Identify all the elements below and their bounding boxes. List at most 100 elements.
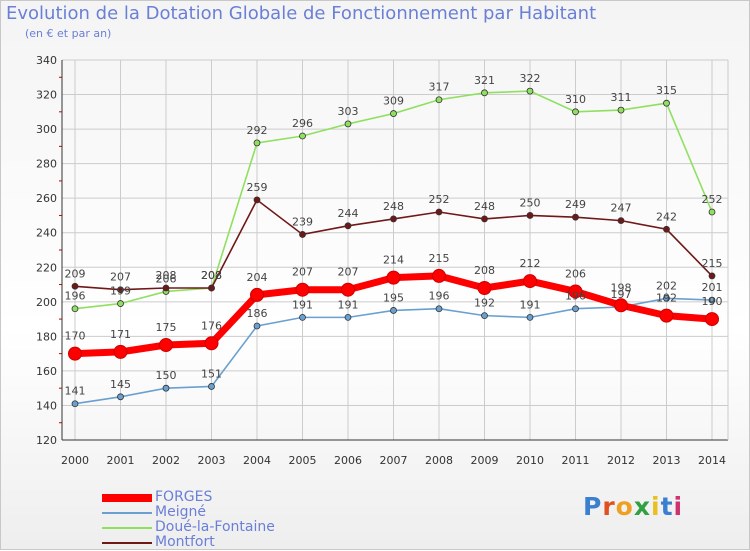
data-label: 206 xyxy=(156,272,177,285)
data-point xyxy=(526,313,534,321)
data-label: 252 xyxy=(429,193,450,206)
data-label: 239 xyxy=(292,215,313,228)
data-label: 209 xyxy=(65,267,86,280)
x-tick-label: 2006 xyxy=(334,454,362,467)
data-point xyxy=(117,300,124,307)
data-labels: 141 145 150 151 186 191 191 195 196 192 191 196 197 2… xyxy=(65,72,723,398)
data-label: 321 xyxy=(474,74,495,87)
data-point xyxy=(526,87,534,95)
data-label: 215 xyxy=(702,257,723,270)
x-tick-label: 2001 xyxy=(107,454,135,467)
y-tick-label: 180 xyxy=(36,330,57,343)
data-label: 310 xyxy=(565,93,586,106)
data-point-forges xyxy=(523,274,537,289)
data-point-forges xyxy=(386,270,401,285)
data-label: 175 xyxy=(156,321,177,334)
data-label: 170 xyxy=(65,330,86,343)
data-point xyxy=(71,282,79,290)
chart-title: Evolution de la Dotation Globale de Fonc… xyxy=(6,3,597,24)
data-label: 292 xyxy=(247,124,268,137)
data-point xyxy=(162,384,170,392)
data-label: 248 xyxy=(474,200,495,213)
data-point-forges xyxy=(659,308,674,323)
data-label: 191 xyxy=(520,298,541,311)
y-tick-label: 260 xyxy=(36,192,57,205)
data-label: 176 xyxy=(201,319,222,332)
data-point xyxy=(708,272,716,280)
data-label: 303 xyxy=(338,105,359,118)
logo-letter: i xyxy=(673,492,684,521)
y-tick-label: 120 xyxy=(36,434,57,447)
data-label: 250 xyxy=(520,196,541,209)
legend-swatch xyxy=(102,527,152,529)
data-label: 191 xyxy=(338,298,359,311)
legend-swatch xyxy=(102,512,152,514)
data-label: 145 xyxy=(110,378,131,391)
data-label: 207 xyxy=(110,271,131,284)
data-label: 214 xyxy=(383,254,404,267)
y-tick-label: 160 xyxy=(36,365,57,378)
x-tick-label: 2010 xyxy=(516,454,544,467)
data-label: 207 xyxy=(292,266,313,279)
x-tick-label: 2005 xyxy=(289,454,317,467)
y-tick-label: 300 xyxy=(36,123,57,136)
data-label: 197 xyxy=(611,288,632,301)
data-point xyxy=(71,400,79,408)
data-point-forges xyxy=(432,268,446,283)
data-point xyxy=(435,96,443,104)
logo-letter: t xyxy=(660,492,674,521)
x-tick-label: 2002 xyxy=(152,454,180,467)
data-label: 192 xyxy=(656,292,677,305)
data-label: 215 xyxy=(429,252,450,265)
data-point xyxy=(572,213,579,221)
legend-label: Meigné xyxy=(155,504,206,520)
data-label: 198 xyxy=(611,281,632,294)
data-point-forges xyxy=(341,282,355,297)
data-label: 317 xyxy=(429,81,450,94)
data-point-forges xyxy=(705,312,719,327)
x-tick-label: 2007 xyxy=(380,454,408,467)
legend-label: Doué-la-Fontaine xyxy=(155,519,275,535)
data-label: 191 xyxy=(292,298,313,311)
data-label: 208 xyxy=(201,269,222,282)
data-label: 248 xyxy=(383,200,404,213)
data-point xyxy=(708,208,716,216)
data-label: 322 xyxy=(520,72,541,85)
data-point xyxy=(481,215,488,223)
data-label: 196 xyxy=(429,290,450,303)
data-label: 244 xyxy=(338,207,359,220)
data-label: 199 xyxy=(110,285,131,298)
data-point xyxy=(253,322,261,330)
data-point xyxy=(344,120,352,128)
data-point-forges xyxy=(477,281,492,295)
data-label: 252 xyxy=(702,193,723,206)
data-label: 141 xyxy=(65,385,86,398)
data-label: 208 xyxy=(156,269,177,282)
data-label: 186 xyxy=(247,307,268,320)
data-point-forges xyxy=(250,287,264,302)
data-point xyxy=(481,312,488,320)
x-tick-label: 2012 xyxy=(607,454,635,467)
data-label: 196 xyxy=(565,290,586,303)
data-label: 296 xyxy=(292,117,313,130)
data-point xyxy=(526,212,534,219)
x-tick-label: 2000 xyxy=(61,454,89,467)
data-point xyxy=(299,231,306,238)
data-point-forges xyxy=(614,298,628,313)
data-label: 309 xyxy=(383,95,404,108)
logo-letter: r xyxy=(602,492,616,521)
data-point xyxy=(390,215,397,223)
data-point xyxy=(435,305,443,313)
data-label: 208 xyxy=(201,269,222,282)
data-label: 151 xyxy=(201,367,222,380)
data-label: 171 xyxy=(110,328,131,341)
data-point xyxy=(117,393,124,401)
data-point xyxy=(708,296,716,304)
data-label: 315 xyxy=(656,84,677,97)
data-point xyxy=(663,225,670,233)
logo-letter: P xyxy=(583,492,603,521)
data-label: 204 xyxy=(247,271,268,284)
x-tick-label: 2009 xyxy=(471,454,499,467)
data-point xyxy=(344,222,352,230)
